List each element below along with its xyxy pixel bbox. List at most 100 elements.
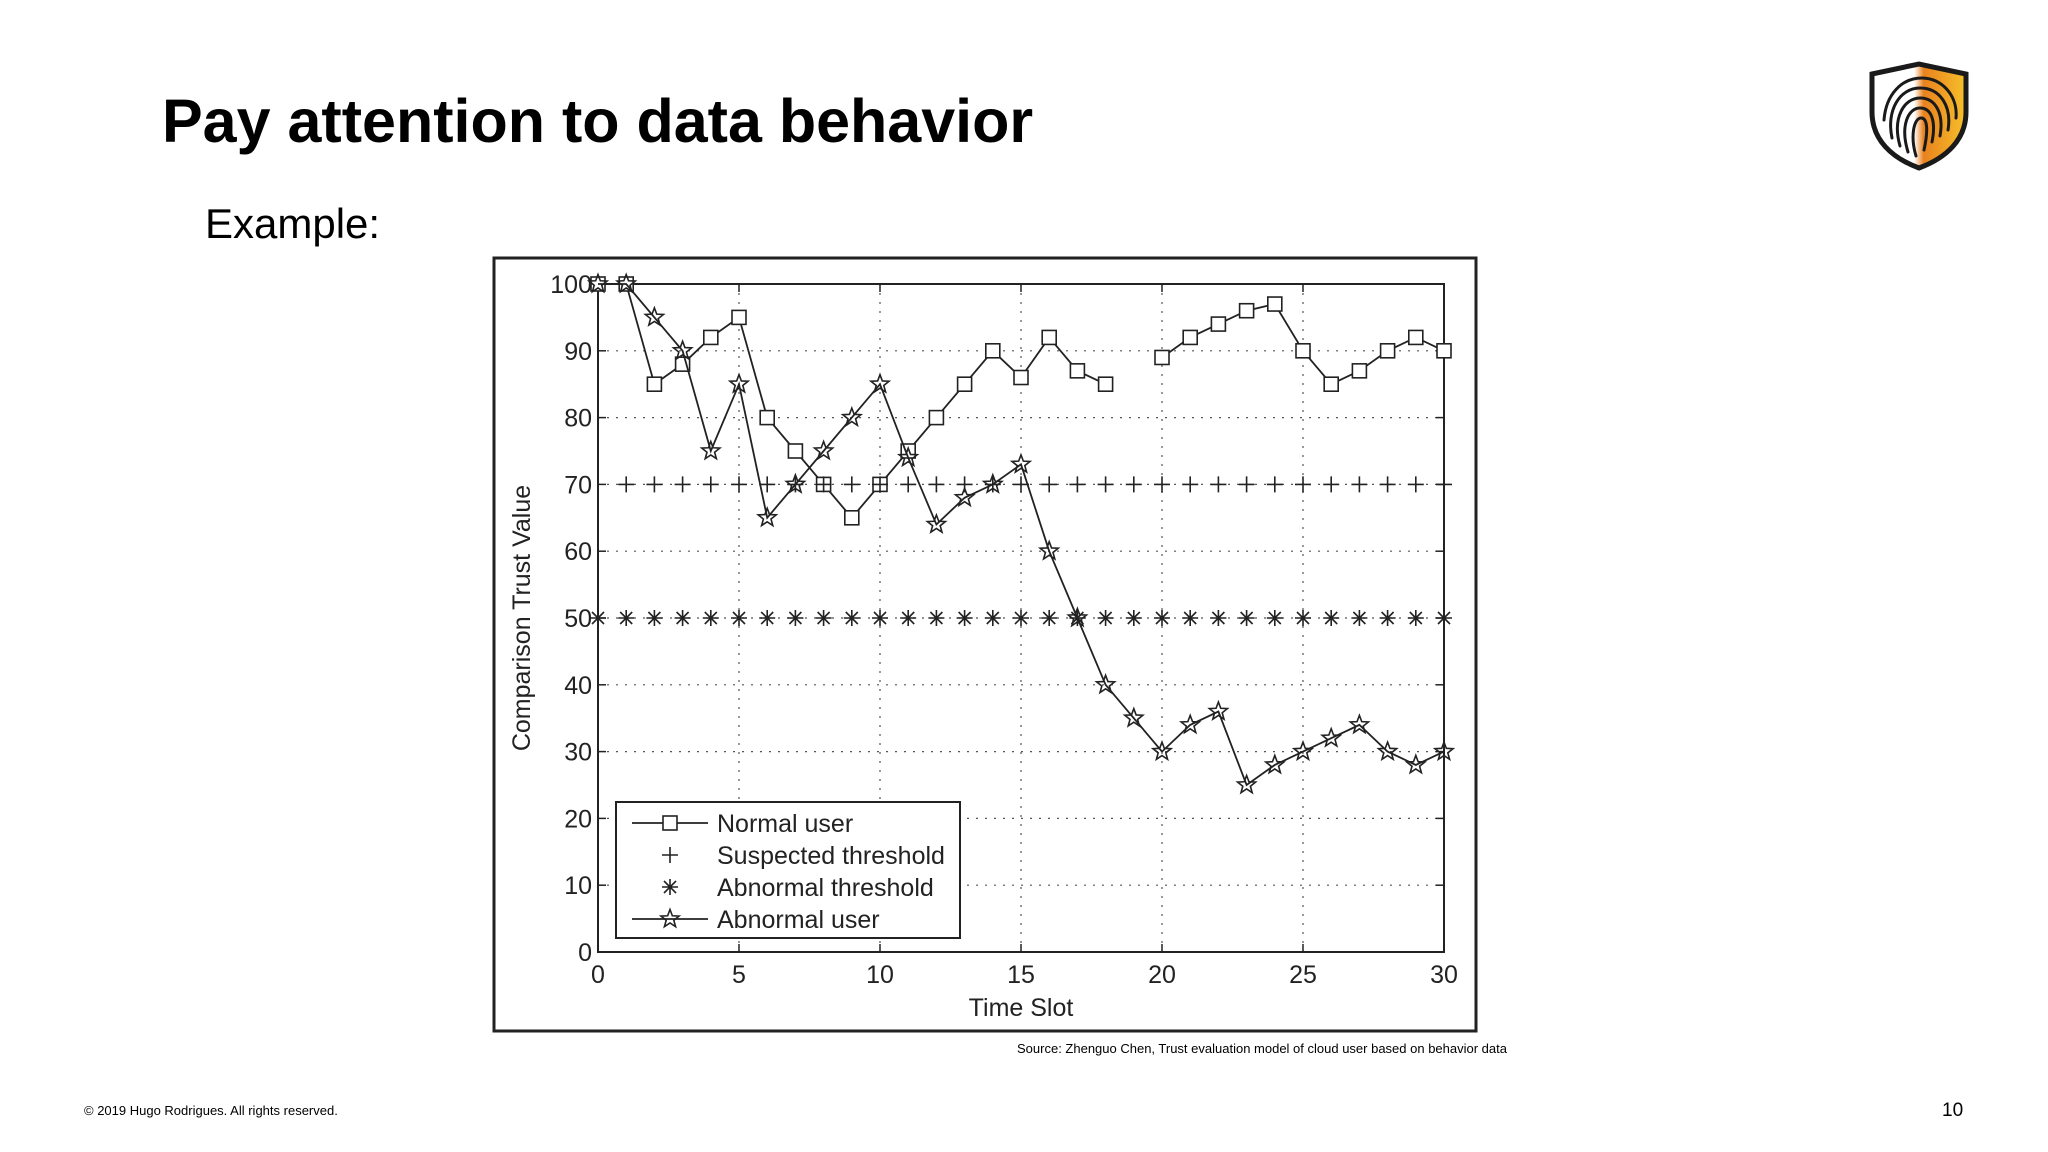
x-tick-label: 25 <box>1289 961 1317 989</box>
data-point <box>759 610 776 626</box>
y-tick-label: 80 <box>564 405 592 433</box>
data-point <box>872 476 888 493</box>
y-tick-label: 60 <box>564 538 592 566</box>
data-point <box>731 476 747 493</box>
data-point <box>1013 476 1029 493</box>
x-tick-label: 30 <box>1430 961 1458 989</box>
slide-title: Pay attention to data behavior <box>162 87 1034 155</box>
data-point <box>1351 476 1368 493</box>
data-point <box>1404 753 1428 775</box>
data-point <box>815 610 832 626</box>
data-point <box>840 405 864 428</box>
data-point <box>702 476 719 493</box>
data-point <box>1097 476 1114 493</box>
data-point <box>674 610 691 626</box>
legend-item: Suspected threshold <box>662 842 945 870</box>
data-point <box>872 610 888 626</box>
data-point <box>759 409 776 426</box>
data-point <box>1097 376 1114 393</box>
data-point <box>1291 739 1315 762</box>
data-point <box>1182 476 1199 493</box>
legend-item: Normal user <box>632 810 853 838</box>
data-point <box>787 610 804 626</box>
data-point <box>1069 363 1086 379</box>
data-point <box>1069 476 1086 493</box>
data-point <box>1210 476 1227 493</box>
data-point <box>1178 713 1202 735</box>
data-point <box>1094 673 1117 695</box>
data-point <box>755 506 779 528</box>
legend-label: Abnormal user <box>717 906 880 934</box>
data-point <box>843 476 860 493</box>
data-point <box>1295 610 1311 626</box>
data-point <box>812 439 835 461</box>
page-number: 10 <box>1942 1100 1964 1121</box>
series-abnormal-user <box>586 272 1456 795</box>
data-point <box>702 329 719 346</box>
data-point <box>646 476 663 493</box>
data-point <box>1379 610 1396 626</box>
data-point <box>1097 610 1114 626</box>
data-point <box>900 610 917 626</box>
legend-item: Abnormal threshold <box>662 874 934 902</box>
data-point <box>1436 610 1452 626</box>
data-point <box>815 476 832 493</box>
data-point <box>1154 349 1170 366</box>
data-point <box>953 485 976 508</box>
data-point <box>1379 342 1396 359</box>
data-point <box>699 439 723 461</box>
y-tick-label: 0 <box>578 939 592 967</box>
data-point <box>1238 610 1255 626</box>
y-tick-label: 100 <box>550 271 592 299</box>
data-point <box>928 409 945 426</box>
data-point <box>1266 610 1283 626</box>
data-point <box>1323 476 1340 493</box>
data-point <box>787 443 804 459</box>
legend-item: Abnormal user <box>632 906 880 934</box>
data-point <box>1351 363 1368 379</box>
data-point <box>674 476 691 493</box>
data-point <box>925 512 948 535</box>
data-point <box>1436 342 1452 359</box>
data-point <box>1235 773 1258 795</box>
data-point <box>1041 610 1058 626</box>
data-point <box>1013 369 1029 386</box>
data-point <box>1125 610 1142 626</box>
source-note: Source: Zhenguo Chen, Trust evaluation m… <box>1017 1041 1507 1056</box>
data-point <box>1154 476 1170 493</box>
x-tick-label: 5 <box>732 961 746 989</box>
data-point <box>1376 739 1399 762</box>
y-axis-label: Comparison Trust Value <box>508 485 536 751</box>
data-point <box>1238 476 1255 493</box>
y-tick-label: 30 <box>564 739 592 767</box>
y-tick-label: 40 <box>564 672 592 700</box>
data-point <box>1122 706 1146 728</box>
footer-copyright: © 2019 Hugo Rodrigues. All rights reserv… <box>84 1103 338 1118</box>
x-tick-label: 10 <box>866 961 894 989</box>
data-point <box>618 610 635 626</box>
data-point <box>646 376 663 393</box>
data-point <box>868 372 892 394</box>
data-point <box>1210 610 1227 626</box>
data-point <box>1182 610 1199 626</box>
data-point <box>1013 610 1029 626</box>
legend-label: Suspected threshold <box>717 842 945 870</box>
data-point <box>1041 329 1057 346</box>
data-point <box>896 445 920 468</box>
data-point <box>1351 610 1368 626</box>
data-point <box>1263 753 1287 775</box>
data-point <box>1407 476 1424 493</box>
slide-subtitle: Example: <box>205 200 381 247</box>
data-point <box>956 610 973 626</box>
data-point <box>618 476 635 493</box>
data-point <box>956 376 973 393</box>
data-point <box>843 509 860 526</box>
y-tick-label: 50 <box>564 605 592 633</box>
y-tick-label: 70 <box>564 471 592 499</box>
legend-label: Abnormal threshold <box>717 874 934 902</box>
data-point <box>843 610 860 626</box>
data-point <box>1266 476 1283 493</box>
x-axis-label: Time Slot <box>969 994 1074 1022</box>
data-point <box>727 372 751 394</box>
data-point <box>1295 342 1311 359</box>
